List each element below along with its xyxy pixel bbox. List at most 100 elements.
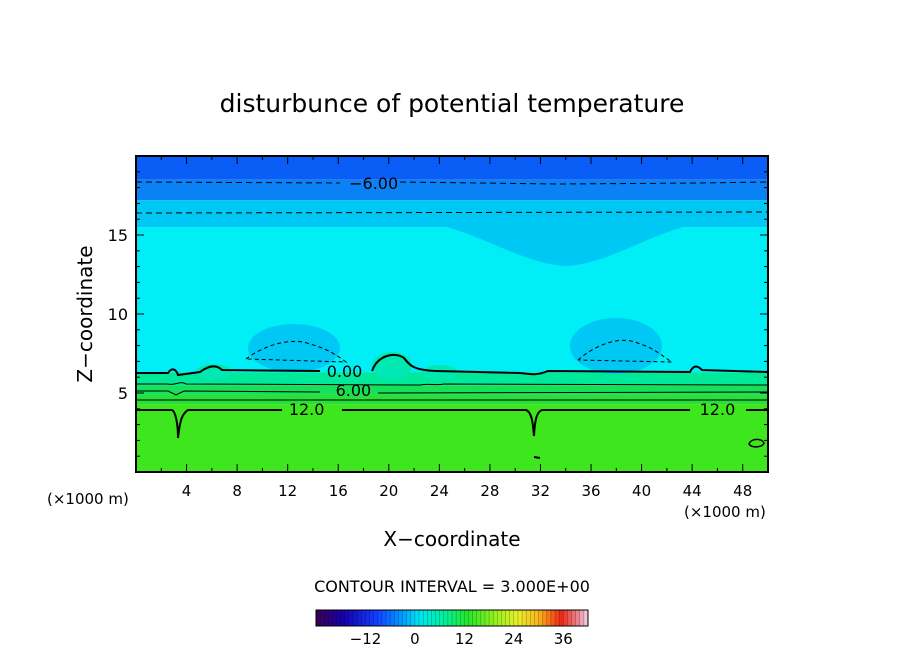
x-tick-label: 40 bbox=[632, 482, 651, 500]
colorbar-cell bbox=[575, 610, 581, 626]
colorbar-cell bbox=[423, 610, 428, 626]
y-tick-label: 5 bbox=[118, 384, 128, 403]
colorbar-cell bbox=[390, 610, 395, 626]
colorbar-cell bbox=[324, 610, 329, 626]
colorbar-cell bbox=[394, 610, 399, 626]
colorbar-cell bbox=[414, 610, 420, 626]
contour-label-3: 12.0 bbox=[289, 400, 325, 419]
colorbar-cell bbox=[550, 610, 556, 626]
colorbar-cell bbox=[460, 610, 465, 626]
colorbar-tick-label: 0 bbox=[410, 630, 420, 648]
contour-label-0: −6.00 bbox=[349, 174, 398, 193]
band-3 bbox=[136, 227, 768, 373]
x-tick-label: 8 bbox=[232, 482, 242, 500]
contour-six bbox=[136, 390, 768, 396]
colorbar-cell bbox=[505, 610, 511, 626]
x-tick-label: 24 bbox=[430, 482, 449, 500]
contour-small-loop bbox=[748, 438, 765, 448]
colorbar-cell bbox=[497, 610, 502, 626]
x-unit-left: (×1000 m) bbox=[47, 490, 129, 508]
band-1 bbox=[136, 179, 768, 201]
contour-lines bbox=[136, 181, 768, 459]
colorbar-cell bbox=[489, 610, 494, 626]
contour-tiny-mark bbox=[533, 456, 541, 459]
colorbar-cell bbox=[439, 610, 445, 626]
colorbar-tick-label: −12 bbox=[350, 630, 382, 648]
x-axis-label: X−coordinate bbox=[383, 527, 520, 551]
colorbar-cell bbox=[410, 610, 416, 626]
colorbar-frame bbox=[315, 609, 589, 627]
colorbar-cell bbox=[501, 610, 506, 626]
x-tick-label: 16 bbox=[329, 482, 348, 500]
contour-labels: −6.00 0.006.00 12.0 12.0 bbox=[289, 174, 736, 419]
x-tick-label: 32 bbox=[531, 482, 550, 500]
colorbar-cell bbox=[443, 610, 449, 626]
colorbar-cell bbox=[357, 610, 362, 626]
colorbar-cell bbox=[542, 610, 548, 626]
colorbar-cell bbox=[546, 610, 552, 626]
colorbar-cell bbox=[328, 610, 333, 626]
x-tick-label: 4 bbox=[182, 482, 192, 500]
colorbar-cell bbox=[336, 610, 342, 626]
colorbar-tick-label: 36 bbox=[554, 630, 573, 648]
colorbar-cell bbox=[369, 610, 375, 626]
contour-three bbox=[136, 382, 768, 386]
colorbar-cell bbox=[522, 610, 527, 626]
colorbar-cell bbox=[468, 610, 474, 626]
band-6 bbox=[136, 394, 768, 405]
colorbar-cell bbox=[526, 610, 531, 626]
colorbar-cell bbox=[381, 610, 387, 626]
y-tick-label: 10 bbox=[108, 305, 128, 324]
contour-zero bbox=[136, 353, 768, 377]
x-tick-label: 28 bbox=[480, 482, 499, 500]
colorbar-cell bbox=[583, 610, 589, 626]
x-tick-label: 36 bbox=[581, 482, 600, 500]
colorbar-cell bbox=[571, 610, 577, 626]
band-7 bbox=[136, 404, 768, 472]
y-axis-label: Z−coordinate bbox=[73, 245, 97, 382]
colorbar-cell bbox=[435, 610, 441, 626]
colorbar-cell bbox=[377, 610, 383, 626]
contour-minus6-top bbox=[136, 181, 768, 185]
colorbar-cell bbox=[480, 610, 486, 626]
contour-label-1: 0.00 bbox=[327, 362, 363, 381]
colorbar-cell bbox=[484, 610, 490, 626]
colorbar: −12 0 12 24 36 bbox=[315, 609, 589, 648]
band-5 bbox=[136, 385, 768, 395]
upper-trough-region bbox=[420, 222, 710, 266]
x-tick-label: 20 bbox=[379, 482, 398, 500]
colorbar-cell bbox=[361, 610, 366, 626]
cold-blob-right bbox=[570, 318, 662, 374]
colorbar-cell bbox=[419, 610, 424, 626]
colorbar-cell bbox=[493, 610, 498, 626]
y-tick-label: 15 bbox=[108, 226, 128, 245]
x-tick-label: 48 bbox=[733, 482, 752, 500]
colorbar-cell bbox=[476, 610, 482, 626]
colorbar-cell bbox=[456, 610, 461, 626]
colorbar-cell bbox=[534, 610, 539, 626]
colorbar-tick-label: 24 bbox=[504, 630, 523, 648]
colorbar-cell bbox=[332, 610, 338, 626]
colorbar-cell bbox=[398, 610, 403, 626]
colorbar-cell bbox=[386, 610, 391, 626]
filled-contour-bands bbox=[136, 156, 768, 472]
colorbar-cell bbox=[316, 610, 321, 626]
colorbar-cell bbox=[340, 610, 346, 626]
colorbar-cell bbox=[464, 610, 469, 626]
colorbar-cell bbox=[353, 610, 358, 626]
colorbar-cell bbox=[555, 610, 560, 626]
band-0 bbox=[136, 156, 768, 180]
contour-label-4: 12.0 bbox=[700, 400, 736, 419]
colorbar-cell bbox=[344, 610, 350, 626]
colorbar-cell bbox=[406, 610, 412, 626]
chart-title: disturbunce of potential temperature bbox=[220, 89, 685, 118]
contour-minus3 bbox=[136, 211, 768, 214]
contour-twelve bbox=[136, 409, 768, 439]
colorbar-cell bbox=[427, 610, 432, 626]
colorbar-cell bbox=[447, 610, 453, 626]
contour-interval-label: CONTOUR INTERVAL = 3.000E+00 bbox=[314, 577, 590, 596]
colorbar-cell bbox=[567, 610, 572, 626]
